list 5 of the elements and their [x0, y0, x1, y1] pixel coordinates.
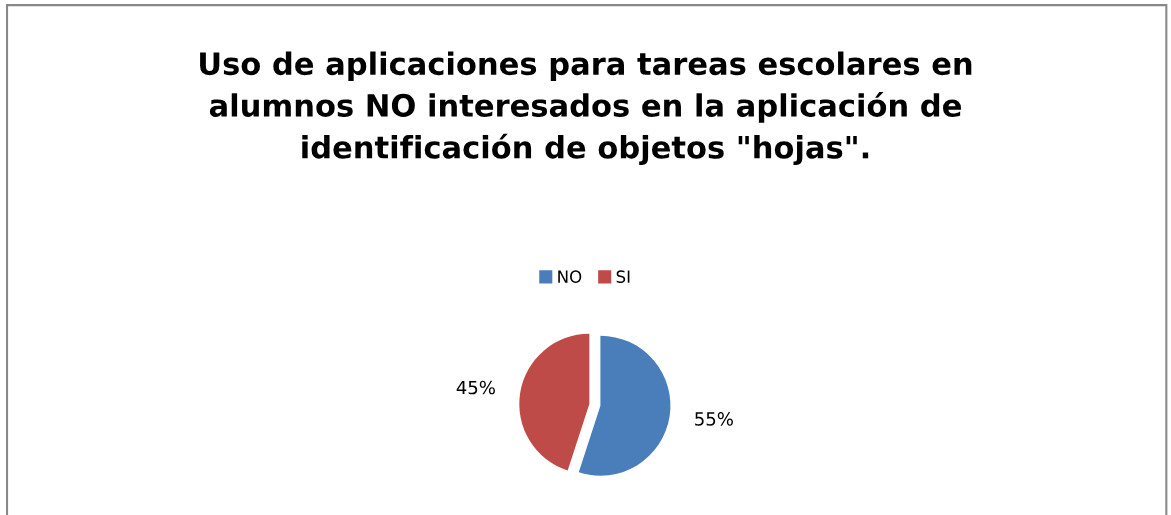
data-label: 55%: [695, 412, 733, 426]
legend-label: NO: [558, 270, 582, 283]
data-label: 45%: [456, 380, 495, 395]
legend-label: SI: [616, 270, 630, 283]
chart-title: Uso de aplicaciones para tareas escolares en alumnos NO interesados en la aplicación de identificación de objetos "hojas".: [200, 51, 972, 165]
